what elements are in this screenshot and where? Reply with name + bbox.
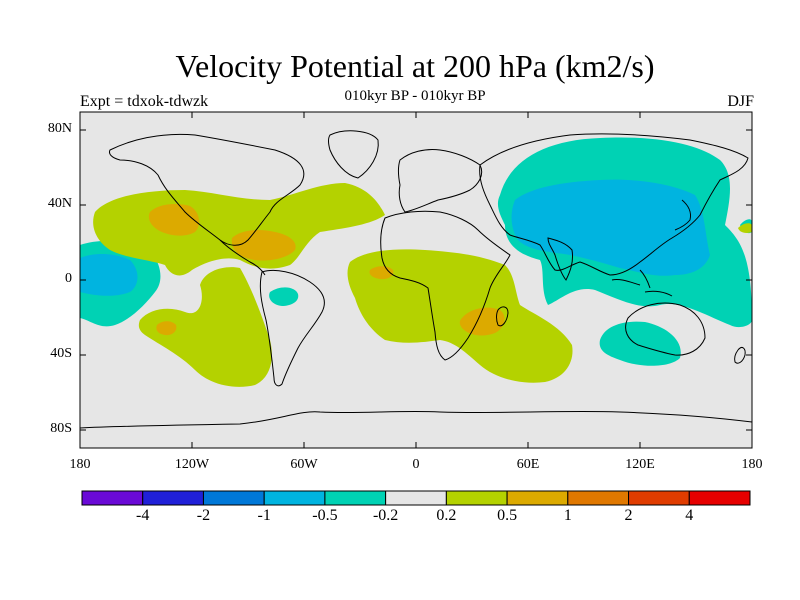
coastlines [80, 130, 752, 429]
contour-pos-south-pacific [138, 267, 272, 387]
contour-neg05-asia [511, 179, 710, 276]
xtick-label: 0 [412, 457, 420, 472]
colorbar-label: 0.2 [436, 507, 457, 524]
colorbar-swatch [567, 490, 630, 506]
coastline-greenland [328, 130, 379, 179]
coastline-south-america [259, 269, 325, 387]
coastline-indonesia [611, 269, 673, 297]
coastline-antarctica [80, 410, 752, 429]
xtick-label: 120W [174, 457, 210, 472]
coastline-asia [479, 133, 749, 276]
xtick-label: 60W [290, 457, 318, 472]
colorbar-label: 0.5 [497, 507, 518, 524]
coastline-australia [625, 302, 706, 356]
colorbar-swatch [445, 490, 508, 506]
contour-neg-brazil [269, 287, 299, 306]
colorbar-swatch [202, 490, 265, 506]
ytick-label: 80N [47, 121, 72, 136]
contour-fields [80, 137, 752, 387]
contour-pos05-south-pacific [156, 321, 177, 336]
ytick-label: 0 [65, 271, 72, 286]
colorbar-swatch [324, 490, 387, 506]
xtick-label: 180 [741, 457, 763, 472]
ytick-label: 40N [47, 196, 72, 211]
contour-pos-atlantic-africa [347, 249, 573, 383]
xtick-label: 180 [69, 457, 91, 472]
colorbar-label: -4 [136, 507, 150, 524]
contour-neg05-pacific [80, 254, 138, 296]
contour-pos-east-pacific-edge [738, 223, 752, 233]
tick-marks [80, 112, 752, 448]
colorbar-label: -0.2 [372, 507, 399, 524]
contour-pos05-southwest-us [148, 204, 200, 236]
plot-title: Velocity Potential at 200 hPa (km2/s) [175, 48, 655, 84]
colorbar-swatch [506, 490, 569, 506]
xtick-label: 120E [625, 457, 655, 472]
colorbar-swatch [81, 490, 144, 506]
coastline-africa [380, 210, 511, 361]
coastline-india [547, 237, 573, 281]
coastline-europe [398, 149, 483, 213]
colorbar-label: -1 [257, 507, 271, 524]
colorbar-swatch [688, 490, 751, 506]
plot-subtitle: 010kyr BP - 010kyr BP [344, 88, 486, 104]
colorbar-label: -0.5 [312, 507, 338, 524]
xtick-label: 60E [516, 457, 540, 472]
colorbar-swatch [142, 490, 204, 506]
colorbar-label: -2 [196, 507, 211, 524]
colorbar-label: 1 [563, 507, 572, 524]
contour-pos05-caribbean [231, 230, 296, 261]
colorbar-swatch [263, 490, 326, 506]
colorbar-label: 2 [624, 507, 633, 524]
ytick-label: 80S [50, 421, 72, 436]
coastline-central-america [219, 239, 266, 276]
colorbar [81, 490, 751, 506]
colorbar-swatch [628, 490, 690, 506]
ytick-label: 40S [50, 346, 72, 361]
colorbar-label: 4 [685, 507, 694, 524]
coastline-madagascar [496, 306, 509, 327]
colorbar-swatch [385, 490, 447, 506]
coastline-north-america [109, 133, 305, 246]
coastline-japan [674, 199, 691, 231]
coastline-new-zealand [734, 347, 746, 364]
season-label: DJF [727, 93, 754, 110]
contour-pos05-madagascar [459, 307, 505, 336]
experiment-label: Expt = tdxok-tdwzk [80, 93, 209, 110]
contour-neg-south-pacific [599, 321, 681, 366]
